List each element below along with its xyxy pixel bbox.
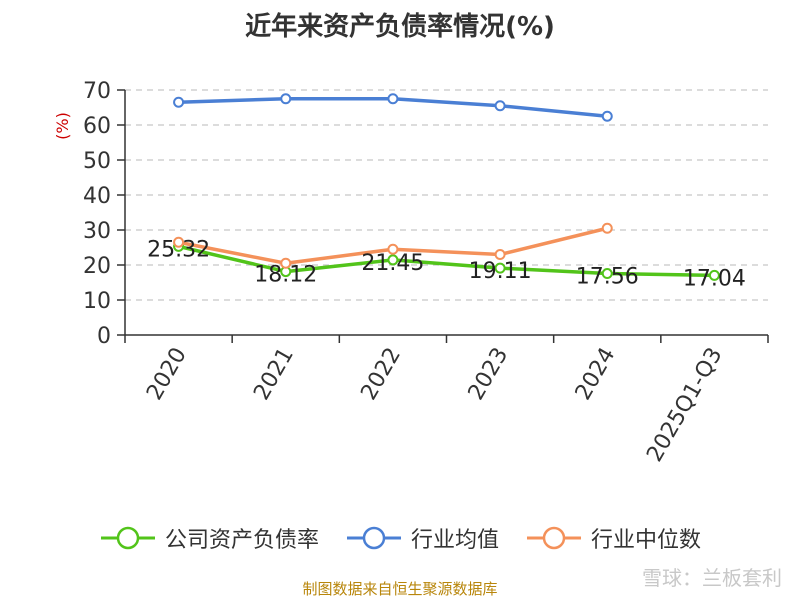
legend-label: 行业均值 bbox=[410, 528, 499, 553]
data-labels: 25.32 18.12 21.45 19.11 17.56 17.04 bbox=[147, 237, 746, 291]
series-point-1 bbox=[173, 96, 185, 108]
series-point-2 bbox=[387, 243, 399, 255]
y-tick-label: 60 bbox=[83, 114, 111, 139]
data-label: 18.12 bbox=[254, 263, 317, 288]
x-tick-label: 2020 bbox=[142, 344, 192, 405]
source-note: 制图数据来自恒生聚源数据库 bbox=[302, 580, 498, 598]
series-layer bbox=[173, 93, 720, 281]
legend-item-2: 行业中位数 bbox=[525, 522, 701, 554]
grid-lines bbox=[125, 89, 768, 301]
data-label: 17.04 bbox=[683, 266, 746, 291]
x-tick-label: 2022 bbox=[356, 344, 406, 405]
y-tick-label: 40 bbox=[83, 184, 111, 209]
series-point-0 bbox=[494, 262, 506, 274]
series-point-2 bbox=[494, 249, 506, 260]
series-point-1 bbox=[601, 110, 613, 122]
x-tick-label: 2024 bbox=[571, 344, 621, 405]
legend-marker-icon bbox=[527, 526, 581, 550]
legend-label: 行业中位数 bbox=[591, 528, 702, 553]
x-axis: 2020 2021 2022 2023 2024 2025Q1-Q3 bbox=[124, 334, 769, 467]
x-tick-label: 2025Q1-Q3 bbox=[642, 344, 727, 467]
legend-marker-icon bbox=[100, 526, 155, 550]
y-tick-label: 70 bbox=[83, 79, 111, 104]
legend: 公司资产负债率 行业均值 行业中位数 bbox=[0, 522, 800, 554]
legend-item-0: 公司资产负债率 bbox=[99, 522, 319, 554]
series-point-1 bbox=[387, 93, 399, 105]
legend-item-1: 行业均值 bbox=[345, 522, 499, 554]
y-tick-label: 20 bbox=[83, 254, 111, 279]
y-tick-label: 10 bbox=[83, 289, 111, 314]
series-point-0 bbox=[708, 269, 720, 281]
y-tick-label: 30 bbox=[83, 219, 111, 244]
data-label: 21.45 bbox=[361, 251, 424, 276]
data-label: 17.56 bbox=[576, 265, 639, 290]
series-point-0 bbox=[387, 254, 399, 266]
x-tick-label: 2021 bbox=[249, 344, 299, 405]
series-point-0 bbox=[601, 268, 613, 280]
series-point-2 bbox=[601, 222, 613, 234]
y-tick-label: 0 bbox=[97, 324, 111, 349]
y-axis-label: (%) bbox=[53, 112, 72, 140]
series-line-0 bbox=[178, 244, 715, 278]
data-label: 19.11 bbox=[469, 259, 532, 284]
watermark: 雪球：兰板套利 bbox=[642, 566, 782, 590]
chart-title: 近年来资产负债率情况(%) bbox=[245, 12, 555, 42]
data-label: 25.32 bbox=[147, 237, 210, 262]
x-tick-label: 2023 bbox=[464, 344, 514, 405]
series-point-2 bbox=[280, 257, 292, 269]
y-tick-label: 50 bbox=[83, 149, 111, 174]
legend-marker-icon bbox=[346, 526, 401, 550]
series-point-1 bbox=[494, 100, 506, 112]
series-point-1 bbox=[280, 93, 292, 105]
series-point-2 bbox=[173, 236, 185, 248]
legend-label: 公司资产负债率 bbox=[164, 528, 319, 553]
y-axis: 0 10 20 30 40 50 60 70 (%) bbox=[53, 79, 126, 349]
